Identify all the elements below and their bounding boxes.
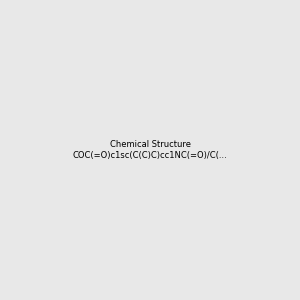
Text: Chemical Structure
COC(=O)c1sc(C(C)C)cc1NC(=O)/C(...: Chemical Structure COC(=O)c1sc(C(C)C)cc1…	[73, 140, 227, 160]
